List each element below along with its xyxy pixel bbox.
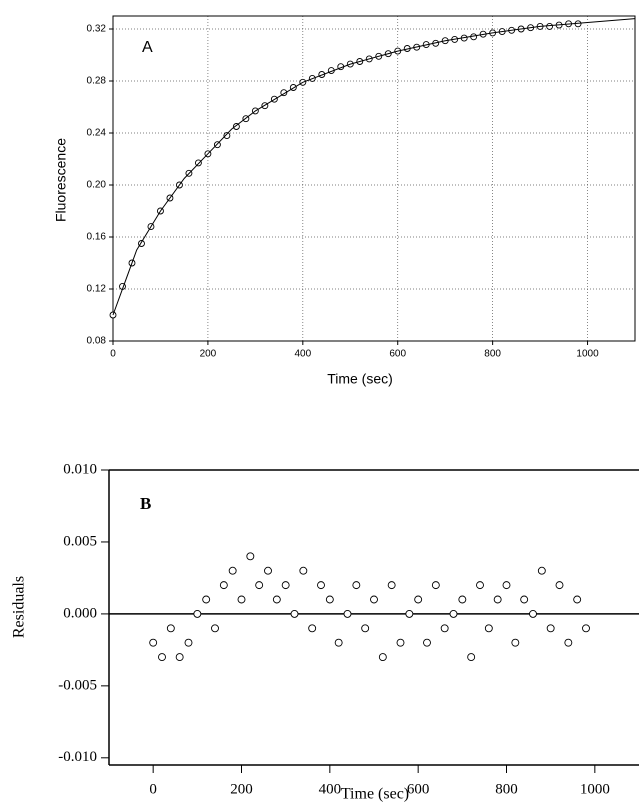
data-point bbox=[211, 624, 219, 633]
data-point bbox=[378, 653, 387, 662]
plot-frame bbox=[112, 15, 636, 342]
x-tick-label: 200 bbox=[200, 349, 217, 360]
data-point bbox=[511, 638, 520, 647]
x-tick-label: 1000 bbox=[580, 781, 610, 797]
y-axis-label: Residuals bbox=[11, 576, 28, 638]
data-point bbox=[458, 595, 467, 604]
data-point bbox=[423, 638, 431, 647]
fit-line bbox=[112, 18, 636, 316]
data-point bbox=[272, 595, 281, 604]
data-point bbox=[325, 595, 334, 604]
data-point bbox=[564, 638, 573, 647]
data-point bbox=[166, 624, 175, 633]
x-tick-label: 400 bbox=[294, 349, 311, 360]
y-tick-label: 0.08 bbox=[87, 336, 107, 347]
x-tick-label: 600 bbox=[389, 349, 406, 360]
data-point bbox=[255, 581, 264, 590]
data-point bbox=[308, 624, 317, 633]
data-point bbox=[264, 566, 272, 575]
y-tick-label: 0.010 bbox=[63, 461, 97, 477]
data-point bbox=[431, 581, 440, 590]
data-point bbox=[396, 638, 405, 647]
data-point bbox=[223, 132, 231, 140]
data-point bbox=[502, 581, 511, 590]
data-point bbox=[158, 653, 166, 662]
x-tick-label: 800 bbox=[484, 349, 501, 360]
data-point bbox=[537, 566, 546, 575]
panel-label: A bbox=[142, 39, 153, 56]
data-point bbox=[573, 595, 582, 604]
data-point bbox=[246, 552, 255, 561]
x-tick-label: 200 bbox=[230, 781, 253, 797]
y-tick-label: 0.005 bbox=[63, 533, 97, 549]
data-point bbox=[520, 595, 529, 604]
data-point bbox=[175, 653, 184, 662]
data-point bbox=[202, 595, 211, 604]
data-point bbox=[334, 638, 343, 647]
x-tick-label: 1000 bbox=[576, 349, 599, 360]
y-tick-label: -0.010 bbox=[58, 749, 97, 765]
y-tick-label: 0.000 bbox=[63, 605, 97, 621]
x-axis-label: Time (sec) bbox=[327, 371, 393, 387]
panel-b: 0 200 400 600 800 1000 0.010 0.005 0.000 -0.005 -0… bbox=[11, 461, 639, 803]
data-point bbox=[237, 595, 246, 604]
data-point bbox=[405, 609, 414, 618]
data-point bbox=[414, 595, 423, 604]
data-point bbox=[299, 566, 308, 575]
data-point bbox=[493, 595, 502, 604]
data-point bbox=[290, 609, 299, 618]
data-point bbox=[546, 22, 554, 30]
data-point bbox=[387, 581, 396, 590]
y-tick-label: 0.16 bbox=[87, 232, 107, 243]
panel-a: 0 200 400 600 800 1000 0.08 0.12 0.16 0.20 0.24 0.2… bbox=[53, 15, 636, 387]
data-point bbox=[352, 581, 361, 590]
y-tick-label: 0.12 bbox=[87, 284, 107, 295]
x-tick-label: 800 bbox=[495, 781, 518, 797]
y-tick-label: 0.32 bbox=[87, 24, 107, 35]
data-point bbox=[555, 581, 564, 590]
data-point bbox=[529, 609, 537, 618]
data-point bbox=[228, 566, 237, 575]
data-point bbox=[213, 141, 221, 149]
y-tick-label: 0.24 bbox=[87, 128, 107, 139]
data-point bbox=[370, 595, 378, 604]
data-point bbox=[467, 653, 476, 662]
x-tick-label: 600 bbox=[407, 781, 430, 797]
data-point bbox=[343, 609, 352, 618]
data-point bbox=[232, 123, 240, 130]
data-point bbox=[281, 581, 290, 590]
data-point bbox=[476, 581, 484, 590]
x-tick-label: 0 bbox=[149, 781, 157, 797]
data-point bbox=[440, 624, 449, 633]
data-point bbox=[449, 609, 458, 618]
data-point bbox=[184, 638, 193, 647]
panel-label: B bbox=[140, 494, 151, 513]
y-axis-label: Fluorescence bbox=[53, 138, 69, 222]
data-point bbox=[546, 624, 555, 633]
data-point bbox=[193, 609, 202, 618]
data-point bbox=[361, 624, 370, 633]
data-point bbox=[149, 638, 158, 647]
y-tick-label: -0.005 bbox=[58, 677, 97, 693]
data-point bbox=[317, 581, 325, 590]
y-tick-label: 0.20 bbox=[87, 180, 107, 191]
x-tick-label: 400 bbox=[319, 781, 342, 797]
x-axis-label: Time (sec) bbox=[341, 786, 409, 803]
data-point bbox=[219, 581, 228, 590]
data-point bbox=[582, 624, 590, 633]
y-tick-label: 0.28 bbox=[87, 76, 107, 87]
data-point bbox=[484, 624, 493, 633]
x-tick-label: 0 bbox=[110, 349, 116, 360]
